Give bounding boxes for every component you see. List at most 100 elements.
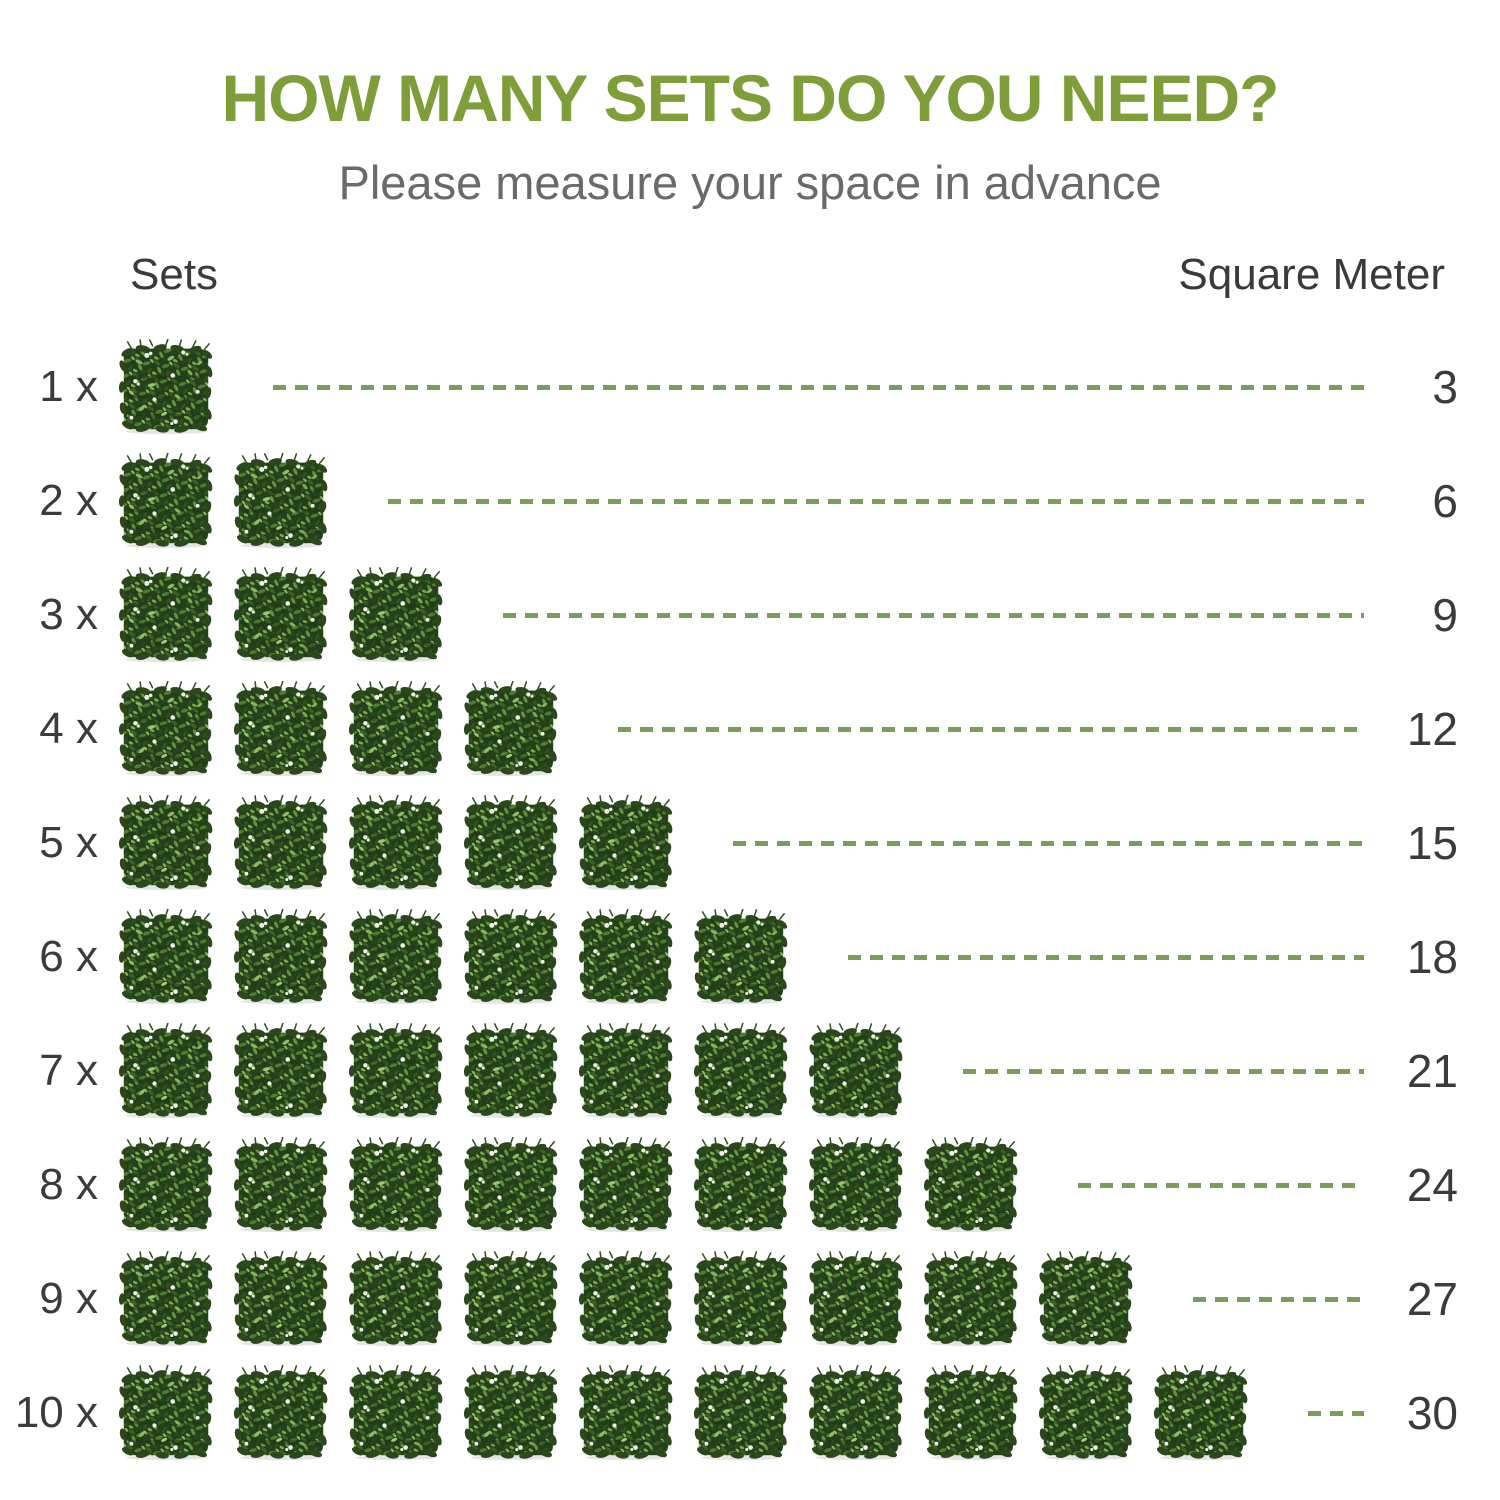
hedge-panel-icon	[923, 1135, 1019, 1235]
hedge-panel-icon	[693, 1363, 789, 1463]
sets-column-header: Sets	[130, 250, 219, 299]
square-meter-value: 24	[1406, 1159, 1458, 1211]
dashed-connector-line	[1078, 1182, 1364, 1188]
hedge-panel-icon	[348, 565, 444, 665]
hedge-panel-icon	[348, 1135, 444, 1235]
page-subtitle: Please measure your space in advance	[338, 156, 1162, 209]
dashed-connector-line	[733, 840, 1364, 846]
table-row: 3 x 9	[0, 558, 1500, 672]
sets-count-label: 1 x	[39, 362, 98, 411]
hedge-panel-icon	[463, 907, 559, 1007]
hedge-panel-icon	[233, 451, 329, 551]
dashed-connector-line	[503, 612, 1364, 618]
hedge-panel-icon	[348, 1021, 444, 1121]
hedge-panels-group	[118, 907, 808, 1007]
hedge-panel-icon	[923, 1363, 1019, 1463]
hedge-panel-icon	[118, 793, 214, 893]
hedge-panel-icon	[118, 907, 214, 1007]
table-row: 7 x 21	[0, 1014, 1500, 1128]
sets-count-label: 5 x	[39, 818, 98, 867]
sets-count-label: 9 x	[39, 1274, 98, 1323]
hedge-panels-group	[118, 337, 233, 437]
hedge-panel-icon	[808, 1363, 904, 1463]
hedge-panel-icon	[118, 1135, 214, 1235]
hedge-panel-icon	[233, 565, 329, 665]
hedge-panel-icon	[348, 679, 444, 779]
dashed-connector-line	[963, 1068, 1364, 1074]
square-meter-value: 18	[1406, 931, 1458, 983]
hedge-panel-icon	[578, 1021, 674, 1121]
table-row: 10 x 30	[0, 1356, 1500, 1470]
square-meter-value: 15	[1406, 817, 1458, 869]
hedge-panels-group	[118, 1363, 1268, 1463]
square-meter-value: 9	[1432, 589, 1458, 641]
hedge-panels-group	[118, 1249, 1153, 1349]
hedge-panel-icon	[233, 1021, 329, 1121]
sets-count-label: 4 x	[39, 704, 98, 753]
sets-count-label: 3 x	[39, 590, 98, 639]
hedge-panels-group	[118, 451, 348, 551]
sets-count-label: 10 x	[14, 1388, 98, 1437]
hedge-panel-icon	[233, 679, 329, 779]
hedge-panel-icon	[233, 907, 329, 1007]
hedge-panels-group	[118, 1021, 923, 1121]
column-headers: Sets Square Meter	[0, 250, 1500, 300]
dashed-connector-line	[1193, 1296, 1364, 1302]
hedge-panel-icon	[233, 1249, 329, 1349]
hedge-panels-group	[118, 1135, 1038, 1235]
hedge-panel-icon	[693, 1021, 789, 1121]
hedge-panel-icon	[118, 1249, 214, 1349]
hedge-panel-icon	[1153, 1363, 1249, 1463]
table-row: 5 x 15	[0, 786, 1500, 900]
hedge-panel-icon	[1038, 1363, 1134, 1463]
table-row: 1 x 3	[0, 330, 1500, 444]
hedge-panel-icon	[348, 793, 444, 893]
hedge-panel-icon	[693, 907, 789, 1007]
dashed-connector-line	[848, 954, 1364, 960]
hedge-panel-icon	[118, 1021, 214, 1121]
hedge-panel-icon	[348, 1249, 444, 1349]
hedge-panel-icon	[693, 1135, 789, 1235]
hedge-panel-icon	[578, 907, 674, 1007]
hedge-panel-icon	[1038, 1249, 1134, 1349]
hedge-panel-icon	[348, 1363, 444, 1463]
square-meter-value: 21	[1406, 1045, 1458, 1097]
hedge-panel-icon	[693, 1249, 789, 1349]
square-meter-value: 27	[1406, 1273, 1458, 1325]
hedge-panel-icon	[808, 1135, 904, 1235]
hedge-panel-icon	[118, 451, 214, 551]
page-title: HOW MANY SETS DO YOU NEED?	[221, 61, 1279, 135]
table-row: 6 x 18	[0, 900, 1500, 1014]
hedge-panel-icon	[578, 1363, 674, 1463]
sets-count-label: 7 x	[39, 1046, 98, 1095]
hedge-panel-icon	[578, 793, 674, 893]
dashed-connector-line	[273, 384, 1364, 390]
square-meter-value: 3	[1432, 361, 1458, 413]
hedge-panel-icon	[578, 1249, 674, 1349]
dashed-connector-line	[388, 498, 1364, 504]
table-row: 8 x 24	[0, 1128, 1500, 1242]
table-row: 4 x 12	[0, 672, 1500, 786]
dashed-connector-line	[1308, 1410, 1364, 1416]
hedge-panel-icon	[118, 337, 214, 437]
hedge-panel-icon	[923, 1249, 1019, 1349]
hedge-panel-icon	[578, 1135, 674, 1235]
hedge-panel-icon	[808, 1021, 904, 1121]
hedge-panel-icon	[233, 1363, 329, 1463]
hedge-panel-icon	[118, 1363, 214, 1463]
sets-pictograph-table: 1 x 3 2 x 6 3 x 9 4 x 12 5 x 15 6 x 18 7…	[0, 330, 1500, 1470]
hedge-panel-icon	[463, 1249, 559, 1349]
square-meter-value: 6	[1432, 475, 1458, 527]
hedge-panel-icon	[233, 1135, 329, 1235]
hedge-panel-icon	[233, 793, 329, 893]
table-row: 2 x 6	[0, 444, 1500, 558]
hedge-panel-icon	[463, 1021, 559, 1121]
hedge-panels-group	[118, 793, 693, 893]
square-meter-value: 30	[1406, 1387, 1458, 1439]
hedge-panel-icon	[463, 679, 559, 779]
square-meter-value: 12	[1406, 703, 1458, 755]
hedge-panels-group	[118, 679, 578, 779]
sets-count-label: 6 x	[39, 932, 98, 981]
hedge-panel-icon	[348, 907, 444, 1007]
